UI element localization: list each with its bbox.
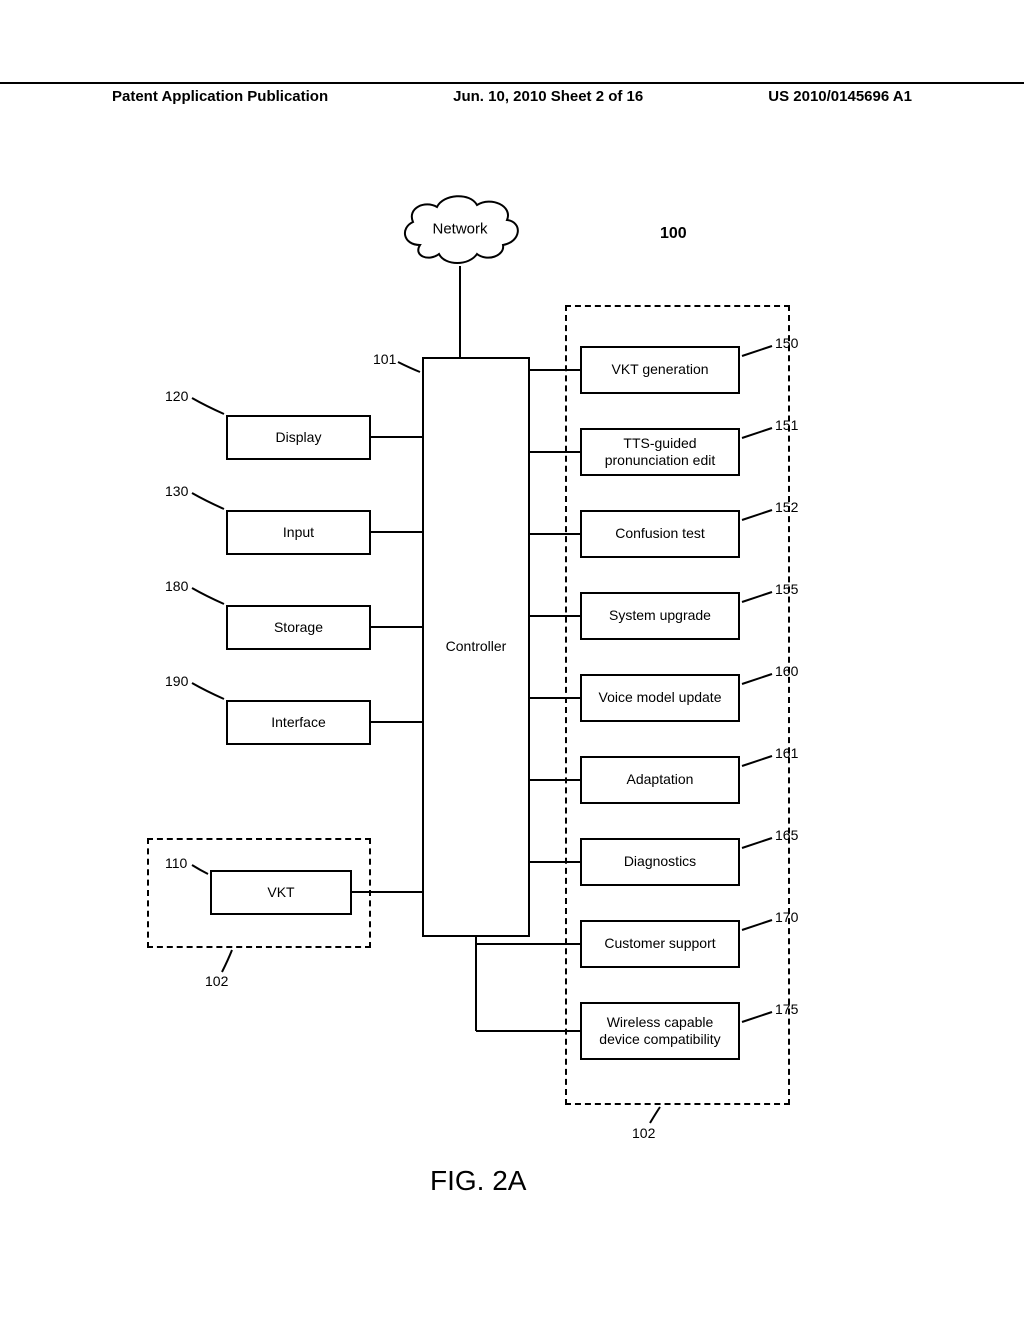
display-ref: 120: [165, 388, 188, 404]
display-box: Display: [226, 415, 371, 460]
system-upgrade-label: System upgrade: [609, 607, 711, 625]
vkt-generation-box: VKT generation: [580, 346, 740, 394]
system-ref: 100: [660, 225, 687, 243]
voice-model-box: Voice model update: [580, 674, 740, 722]
display-label: Display: [276, 429, 322, 447]
confusion-test-box: Confusion test: [580, 510, 740, 558]
adaptation-label: Adaptation: [627, 771, 694, 789]
voice-model-ref: 160: [775, 663, 798, 679]
vkt-label: VKT: [267, 884, 294, 902]
vkt-box: VKT: [210, 870, 352, 915]
tts-edit-box: TTS-guided pronunciation edit: [580, 428, 740, 476]
interface-box: Interface: [226, 700, 371, 745]
diagnostics-label: Diagnostics: [624, 853, 696, 871]
storage-label: Storage: [274, 619, 323, 637]
wireless-compat-label: Wireless capable device compatibility: [588, 1014, 732, 1049]
diagram-canvas: Network 100 Controller 101 Display 120 I…: [0, 0, 1024, 1320]
input-label: Input: [283, 524, 314, 542]
controller-ref: 101: [373, 351, 396, 367]
controller-box: Controller: [422, 357, 530, 937]
vkt-generation-label: VKT generation: [611, 361, 708, 379]
vkt-group-ref: 102: [205, 973, 228, 989]
tts-edit-label: TTS-guided pronunciation edit: [588, 435, 732, 470]
input-box: Input: [226, 510, 371, 555]
controller-label: Controller: [446, 638, 507, 656]
diagnostics-box: Diagnostics: [580, 838, 740, 886]
network-cloud: Network: [395, 190, 525, 268]
wireless-compat-ref: 175: [775, 1001, 798, 1017]
diagnostics-ref: 165: [775, 827, 798, 843]
adaptation-ref: 161: [775, 745, 798, 761]
tts-edit-ref: 151: [775, 417, 798, 433]
right-group-ref: 102: [632, 1125, 655, 1141]
system-upgrade-box: System upgrade: [580, 592, 740, 640]
storage-ref: 180: [165, 578, 188, 594]
network-label: Network: [432, 221, 487, 238]
customer-support-ref: 170: [775, 909, 798, 925]
adaptation-box: Adaptation: [580, 756, 740, 804]
customer-support-box: Customer support: [580, 920, 740, 968]
storage-box: Storage: [226, 605, 371, 650]
system-upgrade-ref: 155: [775, 581, 798, 597]
vkt-generation-ref: 150: [775, 335, 798, 351]
interface-label: Interface: [271, 714, 325, 732]
customer-support-label: Customer support: [604, 935, 715, 953]
confusion-test-label: Confusion test: [615, 525, 705, 543]
input-ref: 130: [165, 483, 188, 499]
vkt-ref: 110: [165, 855, 187, 871]
interface-ref: 190: [165, 673, 188, 689]
wireless-compat-box: Wireless capable device compatibility: [580, 1002, 740, 1060]
figure-caption: FIG. 2A: [430, 1165, 526, 1197]
confusion-test-ref: 152: [775, 499, 798, 515]
voice-model-label: Voice model update: [599, 689, 722, 707]
